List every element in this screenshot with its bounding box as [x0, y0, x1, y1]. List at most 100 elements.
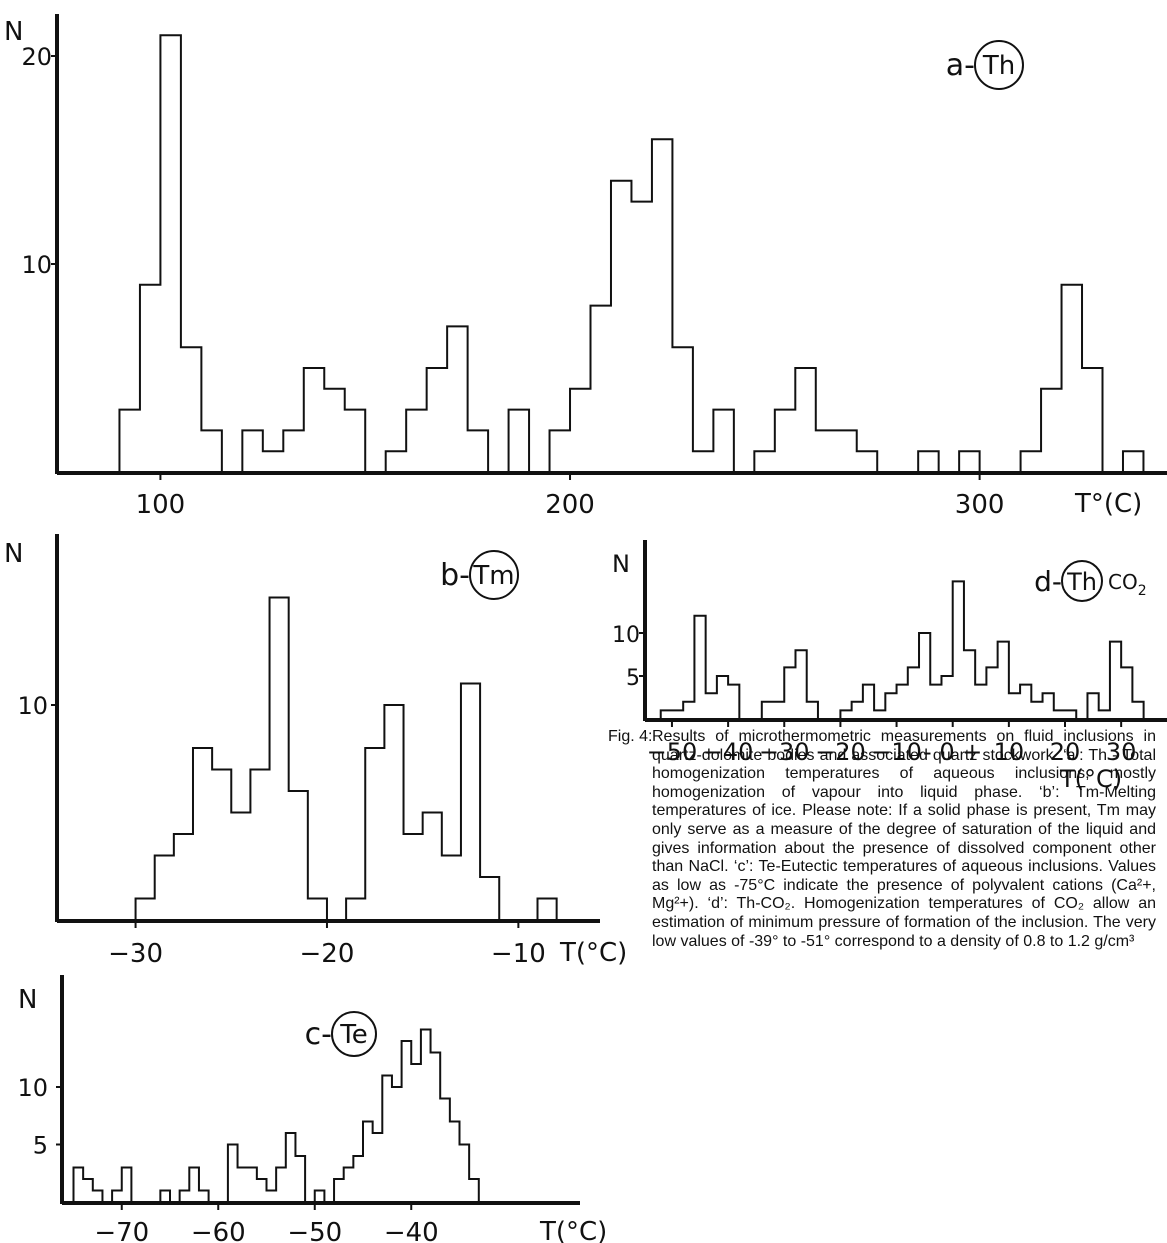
- panel-title-ring-text: Te: [339, 1020, 367, 1050]
- histogram-bar: [930, 685, 941, 719]
- histogram-outline: [659, 580, 1145, 719]
- histogram-bar: [918, 451, 938, 472]
- histogram-bar: [308, 899, 327, 921]
- histogram-bar: [365, 748, 384, 920]
- histogram-bar: [160, 35, 180, 472]
- histogram-outline: [134, 596, 558, 920]
- panel-title-prefix: b-: [440, 558, 470, 593]
- x-tick-label: −50: [647, 738, 698, 766]
- histogram-bar: [346, 899, 365, 921]
- histogram-bar: [267, 1191, 277, 1203]
- histogram-bar: [672, 347, 692, 472]
- histogram-bar: [384, 705, 403, 920]
- histogram-bar: [693, 451, 713, 472]
- x-tick-label: −30: [759, 738, 810, 766]
- x-tick-label: −60: [191, 1218, 246, 1243]
- x-axis-label: T(°C): [559, 938, 627, 968]
- panel-title-ring-text: Tm: [472, 561, 514, 591]
- histogram-bar: [897, 685, 908, 719]
- histogram-bar: [289, 791, 308, 920]
- histogram-bar: [450, 1122, 460, 1203]
- histogram-bar: [550, 430, 570, 472]
- histogram-bar: [775, 410, 795, 472]
- histogram-bar: [1043, 693, 1054, 719]
- y-axis-label: N: [4, 539, 23, 569]
- histogram-panel-d: N 5 10 −50 −40 −30 −20 −10- 0 + 10 20 30T(°C) d- Th C…: [612, 540, 1167, 793]
- histogram-bar: [1087, 693, 1098, 719]
- x-tick-label: 300: [955, 490, 1005, 520]
- y-tick-label: 5: [33, 1132, 48, 1160]
- histogram-bar: [392, 1087, 402, 1202]
- histogram-bar: [975, 685, 986, 719]
- histogram-bar: [250, 770, 269, 921]
- histogram-bar: [181, 347, 201, 472]
- histogram-bar: [728, 685, 739, 719]
- x-tick-label: 20: [1050, 738, 1081, 766]
- histogram-bar: [908, 667, 919, 719]
- panel-title-prefix: d-: [1034, 565, 1062, 598]
- histogram-bar: [953, 581, 964, 719]
- histogram-bar: [1031, 702, 1042, 719]
- histogram-bar: [402, 1041, 412, 1202]
- histogram-bar: [1110, 642, 1121, 719]
- histogram-bar: [345, 410, 365, 472]
- histogram-bar: [1121, 667, 1132, 719]
- histogram-bar: [334, 1179, 344, 1202]
- x-tick-label: −10: [491, 939, 546, 969]
- y-tick-label: 5: [626, 666, 640, 691]
- histogram-bar: [112, 1191, 122, 1203]
- x-tick-label: 200: [545, 490, 595, 520]
- histogram-bar: [324, 389, 344, 472]
- caption-label: Fig. 4:: [608, 728, 653, 745]
- histogram-bar: [74, 1168, 84, 1203]
- panel-title-prefix: c-: [305, 1017, 332, 1052]
- x-tick-label: −40: [384, 1218, 439, 1243]
- x-axis-label: T(°C): [539, 1217, 607, 1243]
- panel-title-circle: [1061, 560, 1103, 602]
- histogram-bar: [986, 667, 997, 719]
- histogram-bar: [998, 642, 1009, 719]
- x-axis-label: T°(C): [1074, 489, 1142, 519]
- histogram-bar: [122, 1168, 132, 1203]
- histogram-bar: [228, 1145, 238, 1203]
- histogram-panel-c: N 5 10 −70 −60 −50 −40 T(°C) c- Te: [17, 975, 607, 1243]
- histogram-bar: [661, 710, 672, 719]
- histogram-bar: [406, 410, 426, 472]
- histogram-bar: [421, 1030, 431, 1203]
- panel-title-ring-text: Th: [1066, 568, 1097, 596]
- histogram-bar: [631, 202, 651, 472]
- histogram-bar: [468, 430, 488, 472]
- histogram-bar: [480, 877, 499, 920]
- histogram-bar: [1041, 389, 1061, 472]
- histogram-bar: [199, 1191, 209, 1203]
- histogram-bar: [816, 430, 836, 472]
- histogram-bar: [447, 326, 467, 472]
- histogram-bar: [427, 368, 447, 472]
- histogram-bar: [295, 1156, 305, 1202]
- histogram-bar: [431, 1053, 441, 1203]
- histogram-bar: [773, 702, 784, 719]
- histogram-bar: [941, 676, 952, 719]
- histogram-bar: [212, 770, 231, 921]
- histogram-bar: [423, 813, 442, 921]
- histogram-bar: [807, 702, 818, 719]
- histogram-bar: [404, 834, 423, 920]
- histogram-bar: [1132, 702, 1143, 719]
- histogram-bar: [1021, 451, 1041, 472]
- histogram-bar: [315, 1191, 325, 1203]
- histogram-bar: [652, 139, 672, 472]
- figure-caption: Fig. 4: Results of microthermometric mea…: [608, 728, 1156, 951]
- histogram-bar: [382, 1076, 392, 1203]
- histogram-bar: [611, 181, 631, 472]
- histogram-bar: [270, 598, 289, 921]
- histogram-bar: [140, 285, 160, 472]
- x-tick-label: −40: [703, 738, 754, 766]
- panel-title-circle: [469, 550, 519, 600]
- histogram-bar: [1123, 451, 1143, 472]
- histogram-bar: [180, 1191, 190, 1203]
- histogram-bar: [386, 451, 406, 472]
- histogram-bar: [93, 1191, 103, 1203]
- x-tick-label: 30: [1106, 738, 1137, 766]
- histogram-bar: [353, 1156, 363, 1202]
